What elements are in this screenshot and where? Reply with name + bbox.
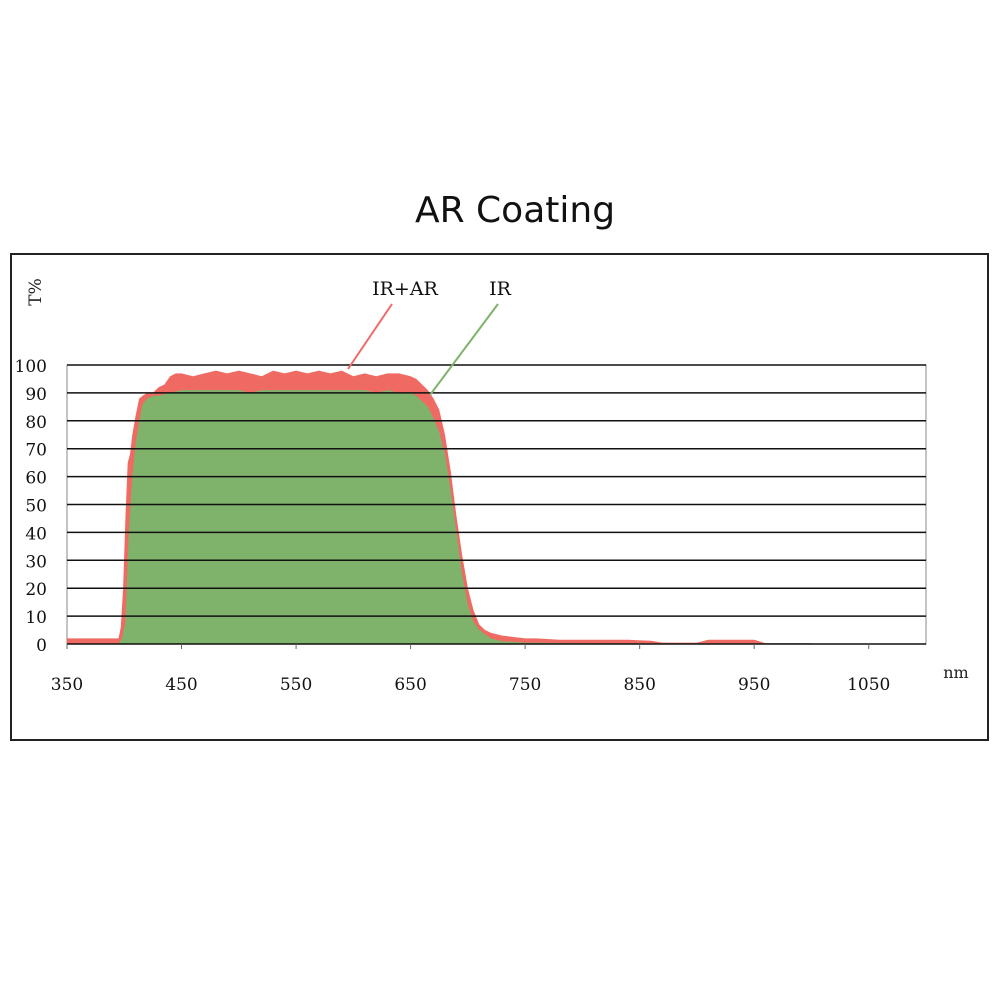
x-tick-label: 950 [738,675,770,695]
y-tick-label: 50 [25,497,47,517]
x-tick-label: 1050 [847,675,890,695]
x-tick-label: 450 [165,675,197,695]
legend-leader-line [347,303,393,370]
x-tick-label: 550 [280,675,312,695]
y-tick-label: 10 [25,608,47,628]
legend-label-ir-ar: IR+AR [372,278,438,300]
x-tick-label: 350 [51,675,83,695]
x-tick-label: 850 [623,675,655,695]
legend-leader-line [429,303,499,396]
y-tick-label: 80 [25,413,47,433]
y-tick-label: 60 [25,469,47,489]
y-tick-label: 30 [25,552,47,572]
series-area-ir [67,390,812,644]
x-tick-label: 650 [394,675,426,695]
y-tick-label: 70 [25,441,47,461]
y-tick-label: 100 [15,357,47,377]
y-axis-label: T% [26,278,46,306]
x-axis-label: nm [943,663,968,682]
legend-label-ir: IR [489,278,512,300]
y-tick-label: 40 [25,524,47,544]
y-tick-label: 90 [25,385,47,405]
chart-title: AR Coating [414,190,616,231]
y-tick-label: 20 [25,580,47,600]
x-tick-label: 750 [509,675,541,695]
y-tick-label: 0 [36,636,47,656]
